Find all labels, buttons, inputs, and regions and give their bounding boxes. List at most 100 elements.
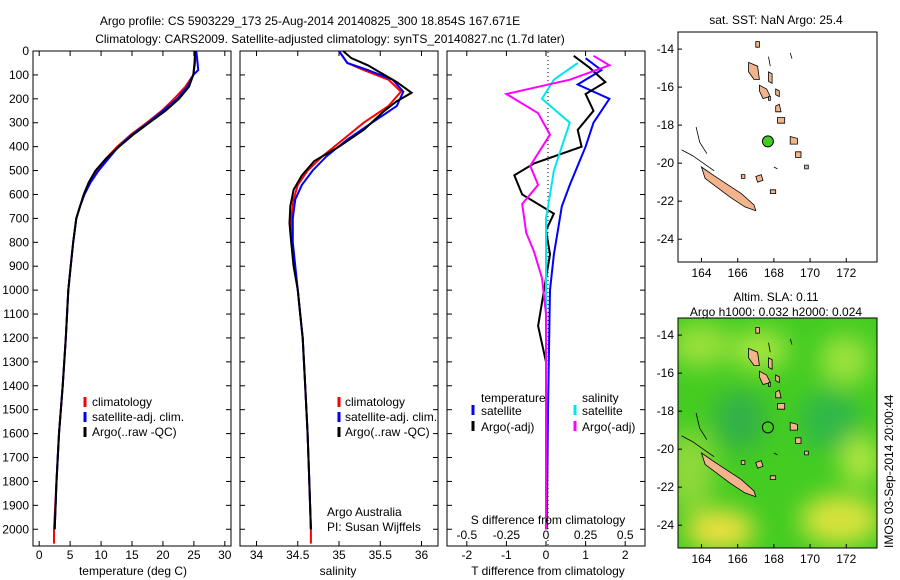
island — [789, 421, 798, 431]
island — [755, 174, 764, 183]
reef-outline — [681, 149, 715, 172]
land-outlines — [681, 327, 809, 498]
lon-tick-label: 170 — [800, 266, 820, 280]
depth-tick-label: 300 — [9, 116, 29, 130]
x-tick-label: 0 — [36, 548, 43, 562]
island — [777, 403, 786, 410]
series-climatology — [290, 50, 403, 544]
x-tick-label: 30 — [218, 548, 232, 562]
depth-tick-label: 600 — [9, 187, 29, 201]
header-line2: Climatology: CARS2009. Satellite-adjuste… — [95, 32, 565, 46]
series-salinity-argo-adj- — [503, 54, 612, 530]
island — [748, 61, 760, 80]
temperature-plot-frame — [32, 50, 232, 547]
lat-tick-label: -14 — [657, 42, 675, 56]
island — [740, 174, 746, 179]
x-tick-label: 15 — [125, 548, 139, 562]
x-tick-label: 34.5 — [286, 548, 310, 562]
depth-tick-label: 1300 — [2, 355, 29, 369]
series-temperature-satellite — [545, 57, 611, 530]
sst-map-title: sat. SST: NaN Argo: 25.4 — [709, 13, 843, 27]
island — [795, 151, 802, 158]
reef-outline — [773, 452, 778, 456]
s-diff-tick-label: 0 — [543, 528, 550, 542]
lat-tick-label: -16 — [657, 80, 675, 94]
x-tick-label: 2 — [622, 548, 629, 562]
land-outlines — [681, 41, 809, 212]
argo-australia-credit: Argo Australia — [327, 505, 402, 519]
series-temperature-argo-adj- — [513, 54, 608, 530]
s-diff-tick-label: -0.25 — [493, 528, 521, 542]
salinity-x-axis: 34 34.5 35 35.5 36 — [240, 50, 438, 562]
temperature-panel: 0100200300400500600700800900100011001200… — [2, 44, 232, 578]
legend-label-t-satellite: satellite — [481, 404, 522, 418]
depth-tick-label: 1800 — [2, 474, 29, 488]
x-tick-label: 1 — [582, 548, 589, 562]
x-tick-label: 0 — [543, 548, 550, 562]
island — [700, 451, 757, 498]
reef-outline — [681, 435, 715, 458]
legend-header-temperature: temperature — [481, 391, 546, 405]
depth-tick-label: 1600 — [2, 427, 29, 441]
island — [755, 41, 760, 48]
depth-tick-label: 2000 — [2, 522, 29, 536]
sla-anomalies — [678, 323, 877, 548]
salinity-panel: 34 34.5 35 35.5 36 salinity climatology sate… — [239, 50, 439, 578]
imos-credit: IMOS 03-Sep-2014 20:00:44 — [882, 394, 896, 548]
legend-label-argo: Argo(..raw -QC) — [345, 425, 430, 439]
lat-tick-label: -18 — [657, 404, 675, 418]
lon-tick-label: 168 — [764, 266, 784, 280]
lat-tick-label: -16 — [657, 366, 675, 380]
lon-tick-label: 172 — [836, 552, 856, 566]
x-tick-label: 34 — [250, 548, 264, 562]
sla-map-title: Altim. SLA: 0.11 — [733, 290, 818, 304]
series-climatology — [53, 50, 197, 544]
depth-tick-label: 800 — [9, 235, 29, 249]
depth-tick-label: 100 — [9, 68, 29, 82]
sst-map-axes: 164 166 168 170 172 -14 -16 -18 -20 -22 -24 — [657, 42, 857, 280]
legend-label-satellite: satellite-adj. clim. — [92, 410, 184, 424]
x-tick-label: 35.5 — [369, 548, 393, 562]
island — [775, 374, 780, 384]
depth-tick-label: 0 — [22, 44, 29, 58]
lat-tick-label: -24 — [657, 518, 675, 532]
island — [775, 103, 782, 113]
difference-x-axis: -2 -1 0 1 2 — [447, 50, 645, 562]
island — [789, 135, 798, 145]
s-diff-tick-label: -0.5 — [456, 528, 477, 542]
difference-series — [503, 54, 612, 530]
x-tick-label: 36 — [415, 548, 429, 562]
salinity-plot-frame — [239, 50, 439, 547]
depth-tick-label: 200 — [9, 92, 29, 106]
island — [804, 164, 809, 170]
depth-tick-label: 1900 — [2, 498, 29, 512]
island — [759, 84, 771, 99]
x-tick-label: -1 — [501, 548, 512, 562]
island — [777, 117, 786, 124]
island — [769, 189, 777, 194]
lon-tick-label: 168 — [764, 552, 784, 566]
x-tick-label: 10 — [94, 548, 108, 562]
reef-outline — [695, 126, 708, 154]
island — [755, 327, 760, 334]
lat-tick-label: -20 — [657, 442, 675, 456]
island — [775, 88, 780, 98]
argo-position-marker — [761, 135, 774, 148]
x-tick-label: 35 — [332, 548, 346, 562]
pi-credit: PI: Susan Wijffels — [327, 520, 421, 534]
lon-tick-label: 164 — [692, 552, 712, 566]
temperature-x-axis: 0 5 10 15 20 25 30 — [36, 51, 232, 562]
sla-map-axes: 164 166 168 170 172 -14 -16 -18 -20 -22 -24 — [657, 328, 857, 566]
legend-label-t-argo: Argo(-adj) — [481, 420, 534, 434]
lat-tick-label: -22 — [657, 194, 675, 208]
reef-outline — [789, 52, 793, 59]
lat-tick-label: -14 — [657, 328, 675, 342]
depth-tick-label: 900 — [9, 259, 29, 273]
x-tick-label: 5 — [67, 548, 74, 562]
sst-map-frame — [677, 31, 878, 263]
t-difference-label: T difference from climatology — [471, 564, 625, 578]
legend-label-argo: Argo(..raw -QC) — [92, 425, 177, 439]
reef-outline — [789, 338, 793, 345]
lon-tick-label: 166 — [728, 552, 748, 566]
